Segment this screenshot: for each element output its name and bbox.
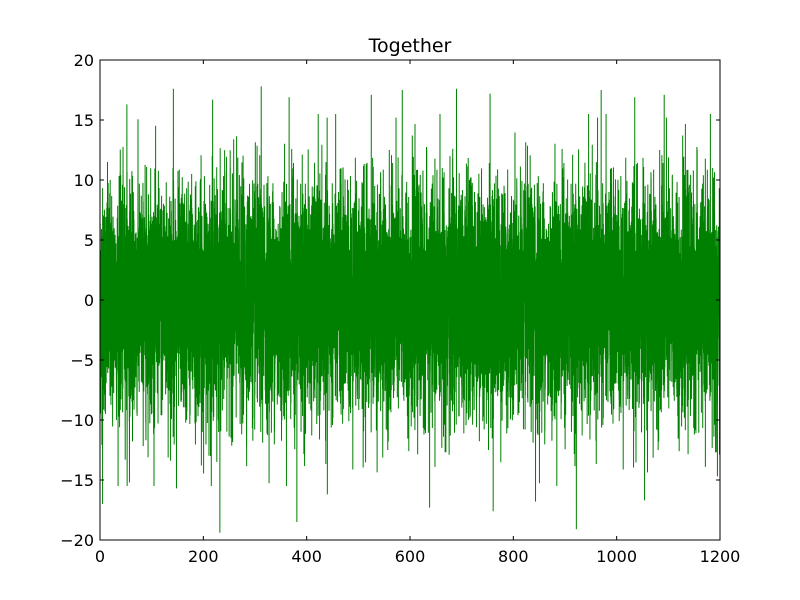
series-layer — [99, 86, 721, 533]
y-tick-label: −10 — [60, 411, 94, 430]
y-tick-label: 10 — [74, 171, 94, 190]
x-tick-label: 1200 — [700, 547, 741, 566]
x-tick-label: 400 — [291, 547, 322, 566]
y-tick-label: 5 — [84, 231, 94, 250]
y-tick-label: 0 — [84, 291, 94, 310]
series-line-0 — [99, 86, 721, 533]
tick-layer: 0 200 400 600 800 1000 1200 −20 −15 −10 −5 0 5 10 15 20 — [60, 51, 740, 566]
y-tick-label: −20 — [60, 531, 94, 550]
y-tick-label: −5 — [70, 351, 94, 370]
x-tick-label: 800 — [498, 547, 529, 566]
x-tick-label: 600 — [395, 547, 426, 566]
y-tick-label: 15 — [74, 111, 94, 130]
y-tick-label: 20 — [74, 51, 94, 70]
x-tick-label: 1000 — [596, 547, 637, 566]
x-tick-label: 0 — [95, 547, 105, 566]
y-tick-label: −15 — [60, 471, 94, 490]
x-tick-label: 200 — [188, 547, 219, 566]
chart-title: Together — [368, 35, 452, 57]
